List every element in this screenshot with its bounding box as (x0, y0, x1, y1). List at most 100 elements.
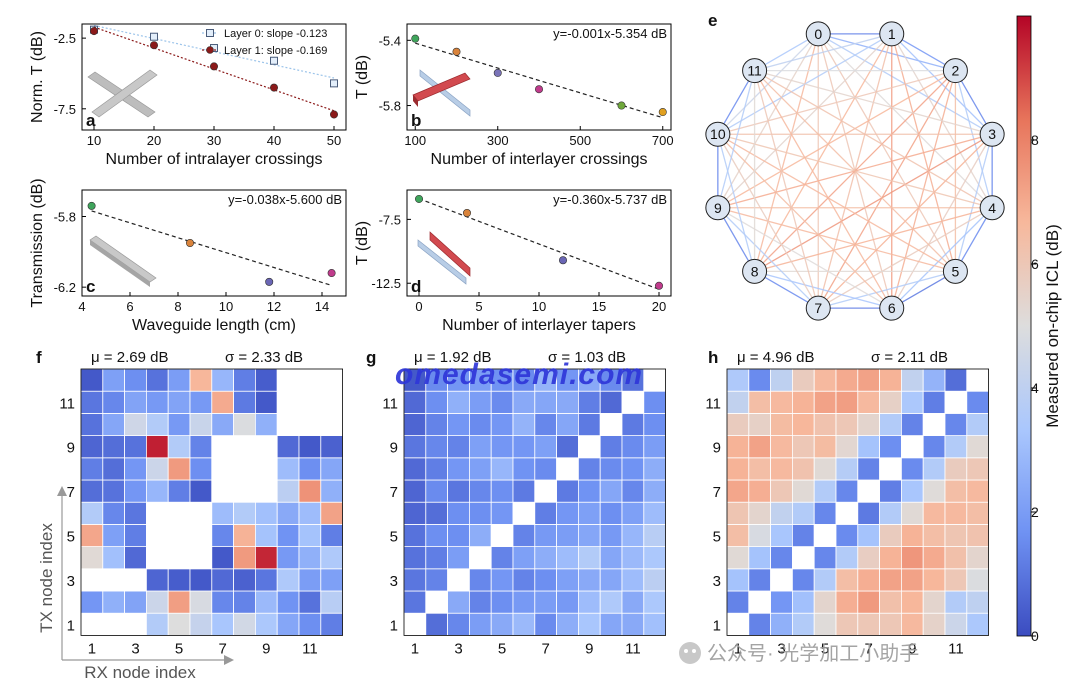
heatmap-cell (320, 435, 343, 459)
heatmap-cell (512, 501, 536, 525)
heatmap-cell (124, 479, 147, 503)
heatmap-cell (102, 524, 126, 548)
x-tick-label: 1 (734, 640, 742, 657)
heatmap-cell (944, 390, 968, 414)
network-edge (754, 207, 993, 273)
heatmap-cell (726, 546, 750, 570)
panel-b-frame (406, 23, 672, 131)
y-tick-label: 11 (705, 395, 721, 412)
heatmap-cell (298, 368, 322, 392)
network-node-label: 3 (988, 126, 996, 142)
heatmap-cell (490, 612, 514, 636)
x-axis-label: Number of intralayer crossings (106, 151, 323, 168)
mean-stat: μ = 1.92 dB (414, 349, 491, 366)
heatmap-cell (512, 457, 536, 481)
heatmap-cell (578, 524, 601, 548)
heatmap-cell (621, 457, 645, 481)
heatmap-cell (944, 524, 968, 548)
data-point (329, 110, 338, 119)
heatmap-cell (403, 590, 427, 614)
heatmap-cell (468, 457, 492, 481)
x-tick-label: 0 (415, 299, 422, 314)
y-tick-label: 9 (390, 440, 398, 457)
data-point (210, 62, 219, 71)
heatmap-cell (748, 546, 771, 570)
heatmap-cell (233, 412, 256, 436)
heatmap-cell (189, 412, 213, 436)
heatmap-cell (534, 524, 557, 548)
heatmap-cell (145, 568, 169, 592)
heatmap-cell (534, 457, 557, 481)
x-tick-label: 20 (147, 133, 161, 148)
heatmap-cell (102, 501, 126, 525)
heatmap-cell (425, 546, 448, 570)
heatmap-cell (966, 524, 989, 548)
heatmap-cell (901, 546, 924, 570)
heatmap-cell (145, 457, 169, 481)
x-tick-label: 3 (777, 640, 785, 657)
x-tick-label: 10 (532, 299, 546, 314)
network-edge (754, 33, 892, 72)
heatmap-cell (770, 590, 793, 614)
heatmap-cell (901, 390, 924, 414)
heatmap-cell (556, 568, 579, 592)
colorbar-tick-label: 0 (1031, 628, 1039, 644)
heatmap-cell (621, 612, 645, 636)
heatmap-cell (813, 412, 837, 436)
heatmap-cell (468, 412, 492, 436)
network-node-label: 7 (814, 300, 822, 316)
heatmap-cell (792, 390, 815, 414)
data-point (617, 101, 626, 110)
y-tick-label: 11 (382, 395, 398, 412)
heatmap-cell (966, 479, 989, 503)
heatmap-cell (167, 612, 191, 636)
heatmap-cell (922, 524, 946, 548)
y-axis-label: TX node index (37, 523, 56, 633)
y-tick-label: 1 (713, 617, 721, 634)
heatmap-cell (298, 457, 322, 481)
heatmap-cell (320, 501, 343, 525)
heatmap-cell (556, 590, 579, 614)
std-stat: σ = 2.11 dB (871, 349, 948, 366)
heatmap-cell (944, 457, 968, 481)
panel-letter: e (708, 11, 717, 30)
heatmap-cell (578, 435, 601, 459)
heatmap-cell (901, 590, 924, 614)
heatmap-cell (189, 590, 213, 614)
heatmap-cell (211, 479, 235, 503)
network-node (879, 21, 905, 47)
heatmap-cell (835, 390, 859, 414)
heatmap-cell (879, 612, 902, 636)
heatmap-cell (403, 479, 427, 503)
heatmap-cell (254, 546, 278, 570)
heatmap-cell (835, 435, 859, 459)
heatmap-cell (835, 501, 859, 525)
x-tick-label: 1 (88, 640, 96, 657)
heatmap-cell (966, 457, 989, 481)
heatmap-cell (792, 568, 815, 592)
heatmap-cell (748, 612, 771, 636)
colorbar-tick-label: 8 (1031, 132, 1039, 148)
heatmap-cell (879, 501, 902, 525)
y-axis-label: T (dB) (354, 221, 371, 265)
heatmap-cell (102, 435, 126, 459)
heatmap-cell (835, 457, 859, 481)
heatmap-cell (512, 590, 536, 614)
heatmap-cell (770, 479, 793, 503)
heatmap-cell (835, 590, 859, 614)
heatmap-cell (211, 501, 235, 525)
network-node-label: 1 (888, 26, 896, 42)
heatmap-cell (233, 435, 256, 459)
heatmap-cell (233, 546, 256, 570)
network-node-label: 4 (988, 200, 996, 216)
heatmap-cell (490, 390, 514, 414)
data-point (90, 27, 99, 36)
heatmap-cell (879, 368, 902, 392)
heatmap-cell (879, 457, 902, 481)
heatmap-cell (425, 590, 448, 614)
x-tick-label: 11 (625, 640, 641, 657)
heatmap-cell (490, 501, 514, 525)
fit-line (93, 24, 335, 79)
heatmap-cell (425, 412, 448, 436)
data-point (270, 56, 278, 65)
